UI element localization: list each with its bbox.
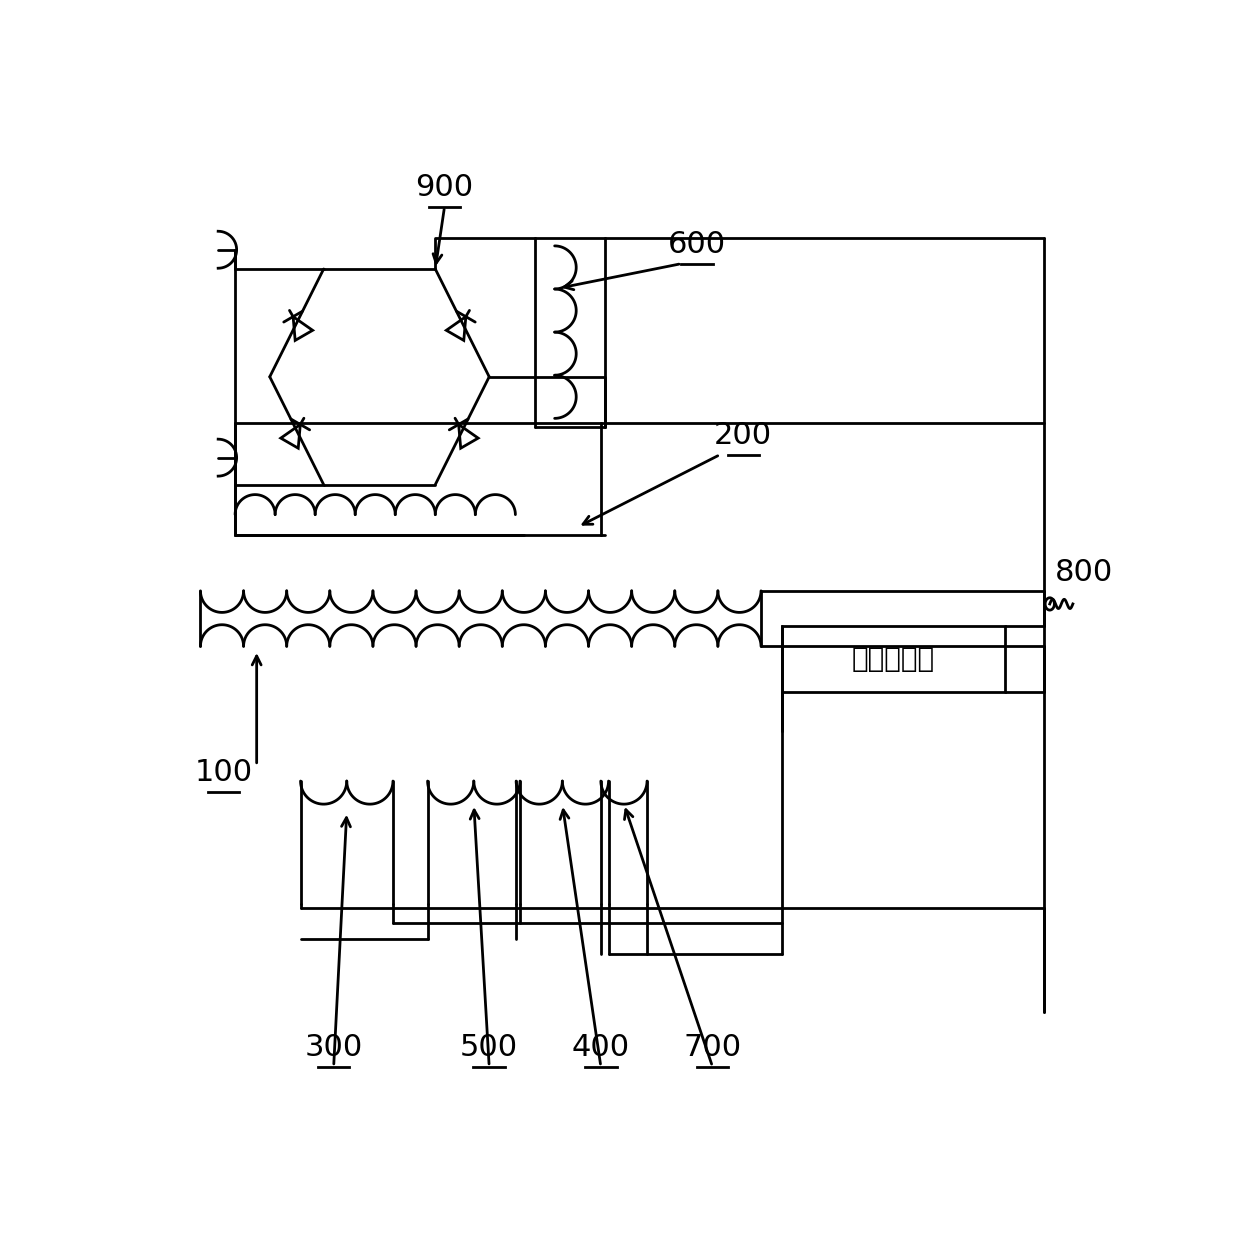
Text: 电压调节器: 电压调节器	[852, 645, 935, 673]
Text: 600: 600	[668, 229, 727, 259]
Text: 800: 800	[1055, 557, 1114, 587]
Text: 100: 100	[195, 758, 253, 787]
Text: 400: 400	[572, 1033, 630, 1062]
Text: 200: 200	[714, 421, 773, 450]
Bar	[781, 626, 1006, 692]
Text: 500: 500	[460, 1033, 518, 1062]
Text: 700: 700	[683, 1033, 742, 1062]
Text: 900: 900	[415, 173, 474, 202]
Text: 300: 300	[305, 1033, 363, 1062]
